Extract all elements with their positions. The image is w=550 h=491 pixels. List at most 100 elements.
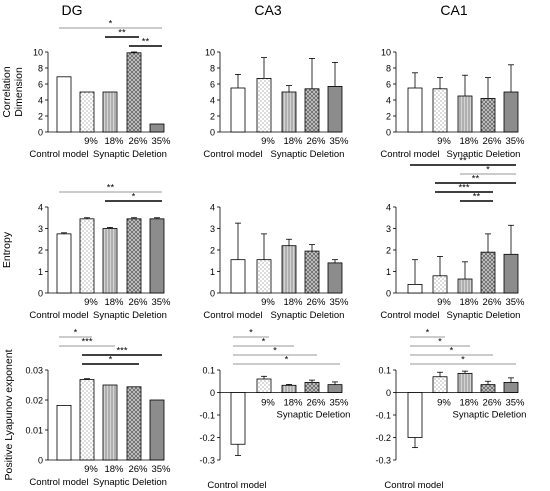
bar (126, 52, 142, 133)
category-label-control: Control model (203, 149, 262, 160)
x-axis-label: Synaptic Deletion (277, 410, 351, 421)
y-tick-label: 2 (38, 112, 43, 122)
bar (149, 123, 165, 133)
y-tick-label: 0.01 (25, 426, 43, 436)
bar (327, 384, 343, 393)
bar (304, 381, 320, 393)
bar (304, 88, 320, 133)
y-tick-label: 4 (386, 203, 391, 213)
bar (327, 86, 343, 133)
y-tick-label: 1 (38, 267, 43, 277)
category-label-control: Control model (203, 310, 262, 321)
bar (503, 253, 519, 294)
y-tick-label: -0.3 (375, 456, 391, 466)
x-axis-label: Synaptic Deletion (447, 149, 521, 160)
y-tick-label: 1 (386, 267, 391, 277)
bar (230, 87, 246, 133)
y-tick-label: 2 (386, 112, 391, 122)
significance-label: * (109, 19, 113, 30)
x-axis-label: Synaptic Deletion (447, 310, 521, 321)
category-label-control: Control model (29, 477, 88, 488)
y-tick-label: 6 (210, 80, 215, 90)
x-axis-label: Synaptic Deletion (93, 477, 167, 488)
significance-label: ** (142, 37, 150, 48)
column-title-ca3: CA3 (254, 2, 281, 18)
category-label: 18% (104, 464, 124, 475)
bar (432, 376, 448, 393)
bar (407, 392, 423, 438)
category-label: 9% (261, 297, 275, 308)
category-label: 9% (437, 398, 451, 409)
panel-CA3-correlation-dimension: 0 2 4 6 8 10 9% 18% 26% 35% Control model Synaptic … (203, 48, 349, 161)
category-label: 9% (261, 398, 275, 409)
y-tick-label: 2 (210, 112, 215, 122)
y-axis-label: Entropy (1, 231, 13, 268)
y-tick-label: -0.2 (375, 433, 391, 443)
category-label: 18% (459, 398, 479, 409)
bar (281, 384, 297, 393)
bar (256, 259, 272, 294)
category-label: 9% (261, 136, 275, 147)
y-tick-label: 0 (210, 388, 215, 398)
category-label: 35% (505, 297, 525, 308)
category-label: 26% (306, 297, 326, 308)
column-title-dg: DG (62, 2, 83, 18)
bar (327, 262, 343, 294)
bar (503, 381, 519, 393)
y-tick-label: 4 (210, 203, 215, 213)
y-tick-label: 4 (38, 203, 43, 213)
y-tick-label: 0 (38, 456, 43, 466)
bar (457, 372, 473, 393)
category-label: 35% (151, 136, 171, 147)
y-tick-label: 4 (386, 96, 391, 106)
category-label: 35% (329, 297, 349, 308)
panel-CA1-correlation-dimension: 0 2 4 6 8 10 9% 18% 26% 35% Control model Synaptic … (380, 48, 525, 161)
category-label: 9% (437, 136, 451, 147)
category-label: 35% (151, 464, 171, 475)
y-tick-label: -0.1 (375, 411, 391, 421)
y-tick-label: -0.3 (199, 456, 215, 466)
y-tick-label: 0 (38, 128, 43, 138)
panel-DG-correlation-dimension: 0 2 4 6 8 10 9% 18% 26% 35% Control model Synaptic … (1, 19, 171, 161)
y-tick-label: -0.2 (199, 433, 215, 443)
bar (281, 91, 297, 133)
y-tick-label: 3 (210, 224, 215, 234)
bar (230, 259, 246, 294)
significance-label: *** (458, 183, 469, 194)
significance-label: * (273, 346, 277, 357)
category-label: 35% (329, 398, 349, 409)
panel-CA3-entropy: 0 1 2 3 4 9% 18% 26% 35% Control model Synaptic De… (203, 203, 349, 322)
bar (432, 275, 448, 294)
y-tick-label: -0.1 (199, 411, 215, 421)
bar (102, 384, 118, 461)
category-label: 18% (104, 297, 124, 308)
significance-label: * (109, 355, 113, 366)
significance-label: ** (459, 156, 467, 167)
significance-label: * (262, 337, 266, 348)
bar (230, 392, 246, 445)
bar (102, 91, 118, 133)
x-axis-label: Synaptic Deletion (271, 149, 345, 160)
y-tick-label: 6 (386, 80, 391, 90)
bar (56, 404, 72, 461)
category-label: 18% (283, 297, 303, 308)
category-label-control: Control model (207, 480, 266, 491)
significance-label: *** (116, 346, 127, 357)
y-tick-label: 0 (386, 128, 391, 138)
y-tick-label: 0.1 (378, 366, 391, 376)
significance-label: * (438, 337, 442, 348)
category-label: 9% (84, 136, 98, 147)
category-label: 35% (505, 398, 525, 409)
y-tick-label: 8 (386, 64, 391, 74)
bar (407, 283, 423, 294)
bar (149, 399, 165, 461)
bar (56, 233, 72, 294)
significance-label: * (132, 192, 136, 203)
y-tick-label: 2 (210, 246, 215, 256)
y-tick-label: 0 (386, 388, 391, 398)
significance-label: ** (472, 174, 480, 185)
y-tick-label: 8 (38, 64, 43, 74)
x-axis-label: Synaptic Deletion (271, 310, 345, 321)
category-label: 26% (128, 297, 148, 308)
